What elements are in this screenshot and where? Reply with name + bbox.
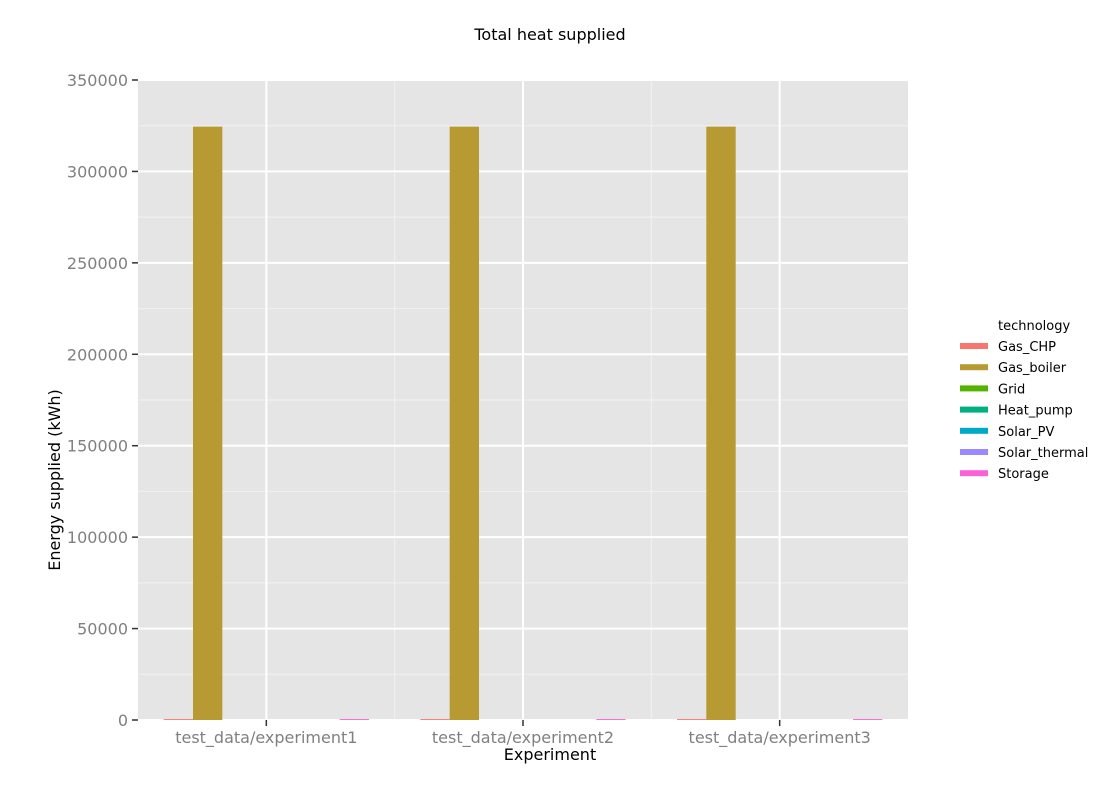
chart-title: Total heat supplied [473, 25, 625, 44]
legend-swatch [960, 364, 988, 371]
legend-title: technology [998, 319, 1070, 334]
bar-gas-chp [163, 719, 193, 720]
legend-items: Gas_CHP Gas_boiler Grid Heat_pump Solar_PV So… [960, 340, 1088, 482]
y-tick-label: 0 [118, 711, 128, 730]
y-tick-label: 200000 [67, 345, 128, 364]
y-tick-label: 350000 [67, 71, 128, 90]
x-tick-label: test_data/experiment3 [689, 728, 871, 748]
x-axis-label: Experiment [504, 745, 596, 764]
y-tick-label: 250000 [67, 254, 128, 273]
bar-gas-boiler [706, 126, 736, 721]
bar-gas-chp [677, 719, 707, 720]
y-tick-label: 300000 [67, 162, 128, 181]
legend-swatch [960, 385, 988, 392]
bar-gas-chp [420, 719, 450, 720]
legend-label: Grid [998, 382, 1025, 397]
x-tick-label: test_data/experiment1 [175, 728, 357, 748]
bar-gas-boiler [193, 126, 223, 721]
legend-swatch [960, 449, 988, 455]
legend-label: Gas_CHP [998, 340, 1056, 355]
legend-swatch [960, 427, 988, 434]
y-tick-label: 150000 [67, 437, 128, 456]
y-axis-label: Energy supplied (kWh) [45, 389, 64, 571]
y-tick-label: 50000 [77, 620, 128, 639]
x-axis: test_data/experiment1 test_data/experimen… [175, 720, 871, 748]
bar-storage [339, 719, 369, 720]
legend-label: Storage [998, 467, 1049, 482]
legend-label: Solar_thermal [998, 446, 1088, 461]
bar-gas-boiler [449, 126, 479, 721]
legend: technology Gas_CHP Gas_boiler Grid Heat_pum… [960, 319, 1088, 482]
legend-swatch [960, 470, 988, 477]
legend-label: Heat_pump [998, 404, 1073, 419]
bar-storage [596, 719, 626, 720]
bar-storage [853, 719, 883, 720]
y-axis: 0 50000 100000 150000 200000 250000 300000 3500… [67, 71, 138, 730]
y-tick-label: 100000 [67, 528, 128, 547]
legend-label: Gas_boiler [998, 361, 1067, 376]
legend-swatch [960, 343, 988, 349]
legend-label: Solar_PV [998, 425, 1054, 440]
x-tick-label: test_data/experiment2 [432, 728, 614, 748]
legend-swatch [960, 406, 988, 413]
bars [163, 126, 883, 721]
